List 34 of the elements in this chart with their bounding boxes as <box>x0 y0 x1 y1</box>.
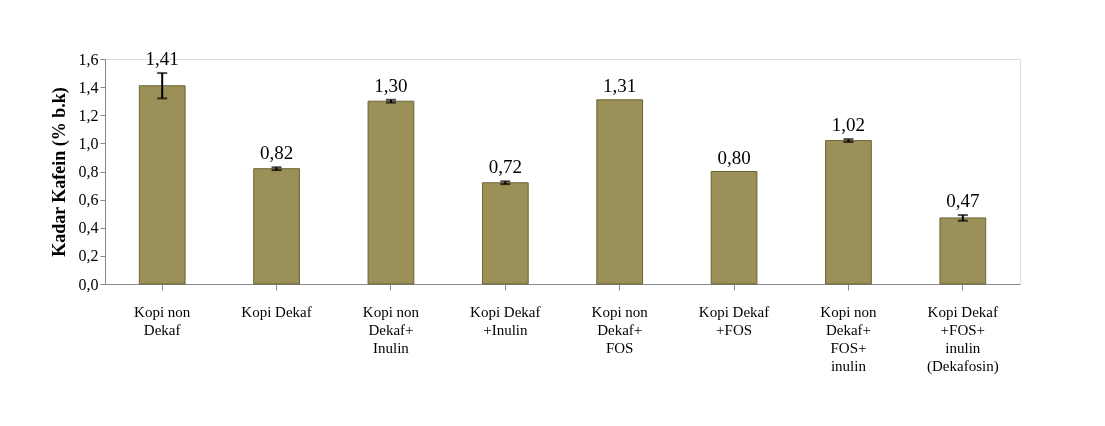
bar <box>138 85 186 285</box>
y-tick-label: 1,0 <box>78 134 99 152</box>
y-tick-label: 1,2 <box>78 106 99 124</box>
y-axis-title: Kadar Kafein (% b.k) <box>48 87 70 257</box>
bar <box>596 99 644 285</box>
y-tick-label: 0,2 <box>78 247 99 265</box>
data-label: 0,47 <box>946 190 980 212</box>
data-label: 0,80 <box>717 146 751 168</box>
x-tick-label: Kopi Dekaf +FOS+ inulin (Dekafosin) <box>926 303 999 375</box>
data-label: 1,31 <box>603 74 637 96</box>
x-tick-label: Kopi Dekaf <box>241 303 312 320</box>
y-tick-label: 1,6 <box>78 50 99 68</box>
bar <box>710 171 758 285</box>
bar <box>253 168 300 285</box>
bar <box>825 140 872 285</box>
y-tick-label: 0,8 <box>78 163 99 180</box>
x-tick-label: Kopi Dekaf +FOS <box>698 303 770 338</box>
y-tick-label: 0,0 <box>78 275 99 293</box>
y-tick-label: 0,6 <box>78 191 99 209</box>
bar <box>481 182 529 285</box>
x-tick-label: Kopi non Dekaf <box>134 303 191 338</box>
data-label: 1,41 <box>145 48 179 70</box>
x-tick-label: Kopi non Dekaf+ Inulin <box>362 303 420 356</box>
x-tick-label: Kopi non Dekaf+ FOS+ inulin <box>820 303 878 374</box>
data-label: 0,72 <box>488 156 522 178</box>
data-label: 1,02 <box>831 114 866 136</box>
data-label: 1,30 <box>374 74 408 96</box>
y-tick-label: 1,4 <box>78 78 99 96</box>
y-tick-label: 0,4 <box>78 219 99 237</box>
bar <box>939 217 987 285</box>
data-label: 0,82 <box>259 142 294 164</box>
x-tick-label: Kopi Dekaf +Inulin <box>470 303 541 338</box>
bar <box>367 100 415 285</box>
x-tick-label: Kopi non Dekaf+ FOS <box>591 303 649 356</box>
